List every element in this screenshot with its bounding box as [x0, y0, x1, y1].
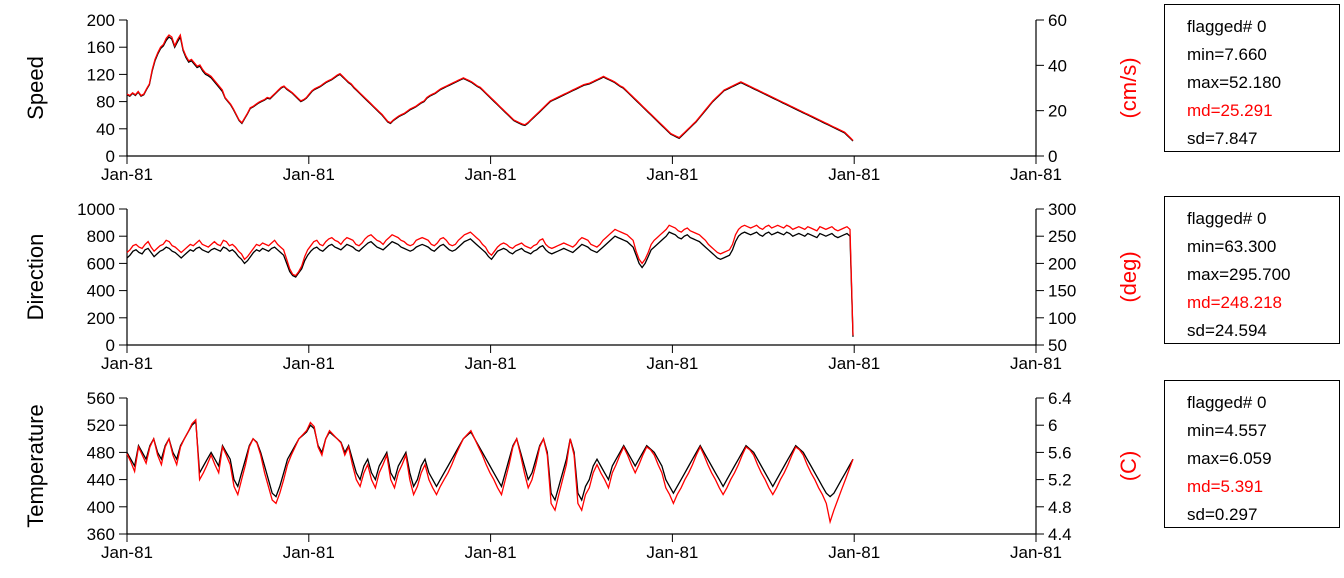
direction-md-value: md=248.218 [1187, 293, 1282, 312]
speed-flagged-count: flagged# 0 [1187, 17, 1267, 36]
temperature-ylabel: Temperature [23, 404, 48, 528]
speed-left-tick-label: 40 [96, 120, 115, 139]
direction-left-tick-label: 0 [106, 336, 115, 355]
speed-right-tick-label: 60 [1048, 11, 1067, 30]
speed-sd-value: sd=7.847 [1187, 129, 1258, 148]
direction-ylabel-right: (deg) [1116, 251, 1141, 302]
temperature-left-tick-label: 520 [87, 416, 115, 435]
speed-left-tick-label: 160 [87, 38, 115, 57]
speed-max-value: max=52.180 [1187, 73, 1282, 92]
direction-max-value: max=295.700 [1187, 265, 1291, 284]
speed-x-tick-label: Jan-81 [101, 165, 153, 184]
temperature-max-value: max=6.059 [1187, 449, 1272, 468]
temperature-series-red-line [126, 418, 854, 525]
direction-right-tick-label: 50 [1048, 336, 1067, 355]
temperature-right-tick-label: 4.8 [1048, 498, 1072, 517]
temperature-md-value: md=5.391 [1187, 477, 1264, 496]
speed-x-tick-label: Jan-81 [646, 165, 698, 184]
direction-x-tick-label: Jan-81 [828, 354, 880, 373]
temperature-right-tick-label: 6 [1048, 416, 1057, 435]
direction-left-tick-label: 200 [87, 309, 115, 328]
speed-x-tick-label: Jan-81 [465, 165, 517, 184]
temperature-x-tick-label: Jan-81 [101, 543, 153, 562]
speed-stats-box: flagged# 0 min=7.660 max=52.180 md=25.29… [1164, 4, 1340, 152]
direction-flagged-count: flagged# 0 [1187, 209, 1267, 228]
temperature-left-tick-label: 440 [87, 471, 115, 490]
direction-ylabel: Direction [23, 234, 48, 321]
speed-x-tick-label: Jan-81 [1010, 165, 1062, 184]
direction-sd-value: sd=24.594 [1187, 321, 1267, 340]
direction-right-tick-label: 250 [1048, 227, 1076, 246]
speed-x-tick-label: Jan-81 [828, 165, 880, 184]
direction-stats-box: flagged# 0 min=63.300 max=295.700 md=248… [1164, 196, 1340, 344]
temperature-left-tick-label: 360 [87, 525, 115, 544]
speed-left-tick-label: 80 [96, 93, 115, 112]
temperature-left-tick-label: 560 [87, 389, 115, 408]
direction-right-tick-label: 150 [1048, 282, 1076, 301]
speed-left-tick-label: 0 [106, 147, 115, 166]
direction-left-tick-label: 800 [87, 227, 115, 246]
direction-left-tick-label: 600 [87, 254, 115, 273]
direction-left-tick-label: 1000 [77, 200, 115, 219]
temperature-right-tick-label: 6.4 [1048, 389, 1072, 408]
direction-x-tick-label: Jan-81 [101, 354, 153, 373]
temperature-right-tick-label: 4.4 [1048, 525, 1072, 544]
direction-series-red-line [126, 224, 854, 336]
temperature-right-tick-label: 5.2 [1048, 471, 1072, 490]
speed-ylabel-right: (cm/s) [1116, 57, 1141, 118]
speed-right-tick-label: 0 [1048, 147, 1057, 166]
temperature-series-black-line [126, 420, 854, 502]
speed-left-tick-label: 120 [87, 65, 115, 84]
speed-ylabel: Speed [23, 56, 48, 120]
temperature-stats-box: flagged# 0 min=4.557 max=6.059 md=5.391 … [1164, 380, 1340, 528]
temperature-right-tick-label: 5.6 [1048, 443, 1072, 462]
temperature-min-value: min=4.557 [1187, 421, 1267, 440]
temperature-x-tick-label: Jan-81 [283, 543, 335, 562]
speed-right-tick-label: 40 [1048, 56, 1067, 75]
direction-x-tick-label: Jan-81 [646, 354, 698, 373]
speed-md-value: md=25.291 [1187, 101, 1273, 120]
speed-right-tick-label: 20 [1048, 102, 1067, 121]
direction-right-tick-label: 300 [1048, 200, 1076, 219]
speed-series-black-line [126, 35, 854, 142]
temperature-x-tick-label: Jan-81 [465, 543, 517, 562]
temperature-x-tick-label: Jan-81 [1010, 543, 1062, 562]
temperature-left-tick-label: 400 [87, 498, 115, 517]
direction-min-value: min=63.300 [1187, 237, 1277, 256]
direction-x-tick-label: Jan-81 [283, 354, 335, 373]
direction-x-tick-label: Jan-81 [1010, 354, 1062, 373]
temperature-left-tick-label: 480 [87, 443, 115, 462]
speed-x-tick-label: Jan-81 [283, 165, 335, 184]
temperature-flagged-count: flagged# 0 [1187, 393, 1267, 412]
temperature-x-tick-label: Jan-81 [828, 543, 880, 562]
temperature-x-tick-label: Jan-81 [646, 543, 698, 562]
direction-right-tick-label: 200 [1048, 254, 1076, 273]
speed-series-red-line [126, 33, 854, 141]
speed-min-value: min=7.660 [1187, 45, 1267, 64]
speed-left-tick-label: 200 [87, 11, 115, 30]
temperature-sd-value: sd=0.297 [1187, 505, 1258, 524]
direction-x-tick-label: Jan-81 [465, 354, 517, 373]
direction-series-black-line [126, 231, 854, 337]
temperature-ylabel-right: (C) [1116, 451, 1141, 482]
direction-left-tick-label: 400 [87, 282, 115, 301]
direction-right-tick-label: 100 [1048, 309, 1076, 328]
